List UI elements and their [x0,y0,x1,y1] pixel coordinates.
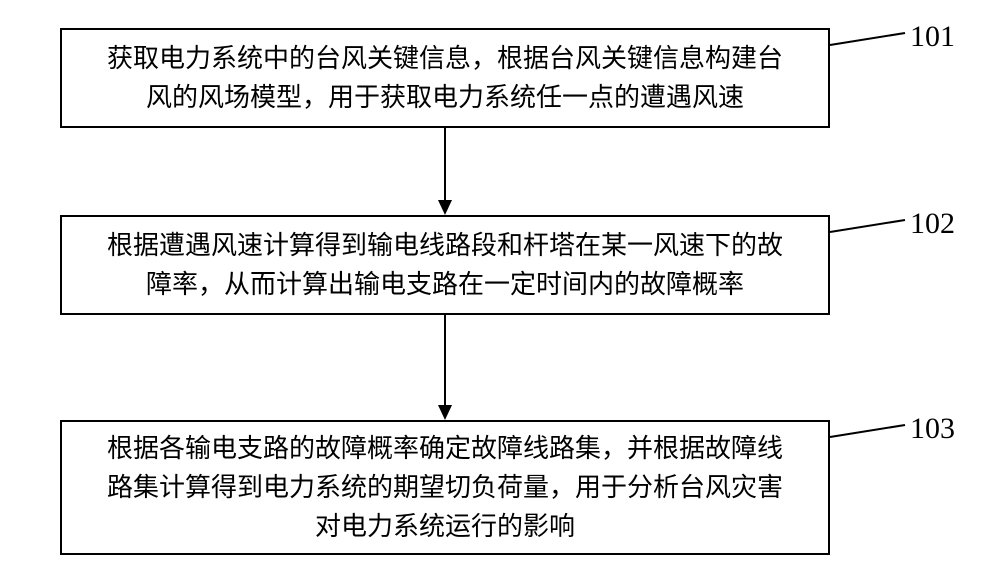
flowchart-canvas: 获取电力系统中的台风关键信息，根据台风关键信息构建台 风的风场模型，用于获取电力… [0,0,1000,576]
leader-line-103 [0,0,1000,576]
